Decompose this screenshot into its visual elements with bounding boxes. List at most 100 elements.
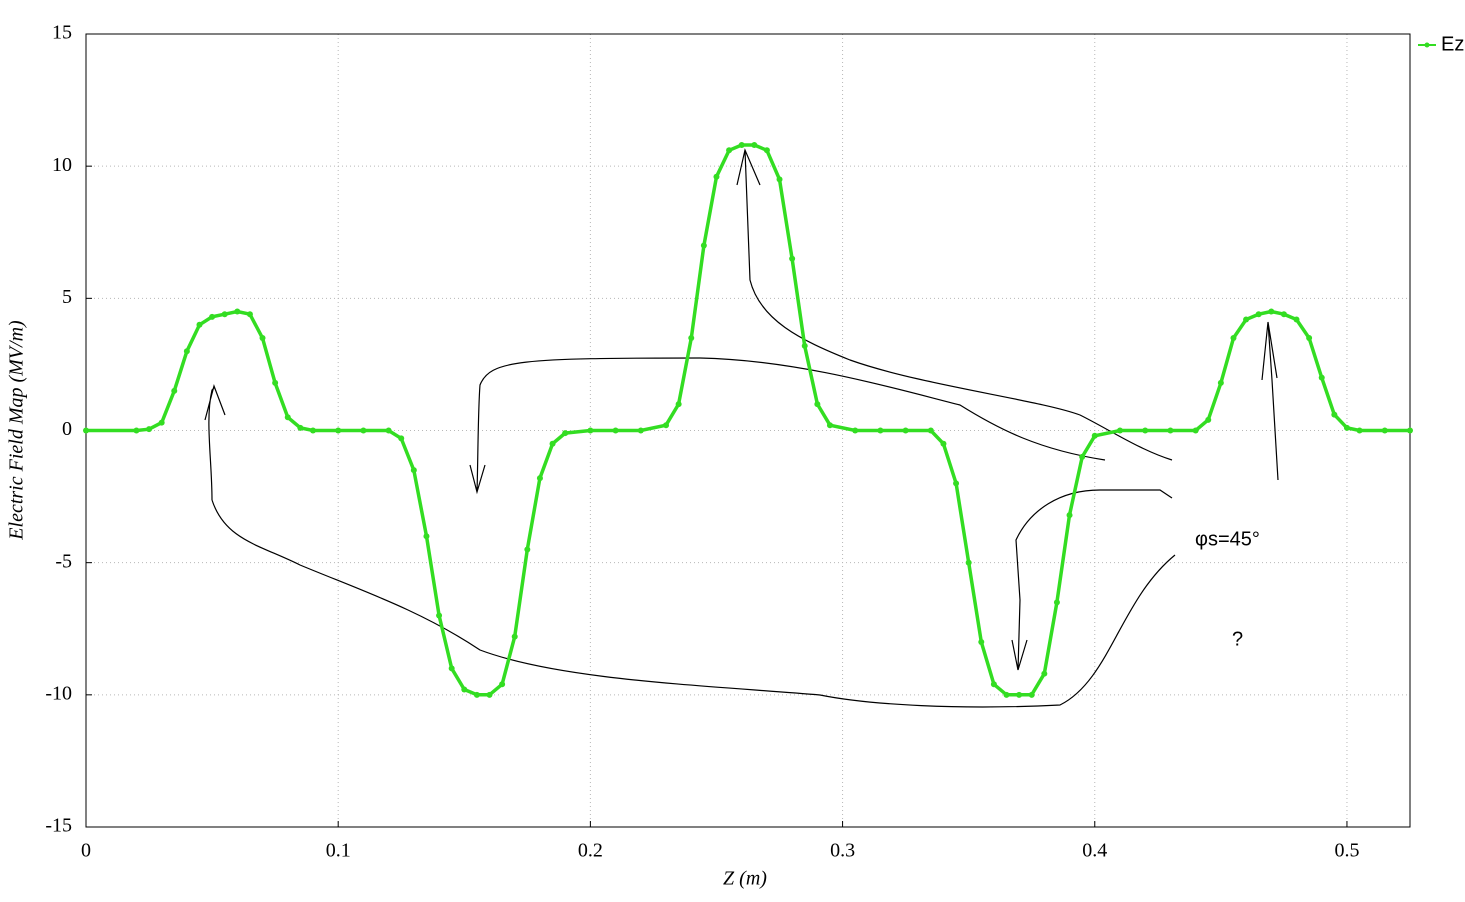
y-tick-label: -15	[45, 815, 72, 837]
arrow	[211, 499, 1176, 708]
x-tick-label: 0.2	[578, 840, 603, 862]
data-point	[1381, 427, 1388, 434]
data-point	[789, 255, 796, 262]
data-point	[826, 422, 833, 429]
y-axis-label: Electric Field Map (MV/m)	[6, 320, 28, 541]
data-point	[700, 242, 707, 249]
data-point	[1016, 691, 1023, 698]
data-point	[385, 427, 392, 434]
data-point	[284, 414, 291, 421]
data-point	[410, 467, 417, 474]
data-point	[1192, 427, 1199, 434]
data-point	[902, 427, 909, 434]
data-point	[486, 691, 493, 698]
data-point	[524, 546, 531, 553]
data-point	[1268, 308, 1275, 315]
data-point	[1116, 427, 1123, 434]
plot-frame	[85, 33, 1411, 828]
legend-label: Ez	[1441, 33, 1464, 55]
data-point	[259, 334, 266, 341]
data-point	[1293, 316, 1300, 323]
data-point	[637, 427, 644, 434]
data-point	[663, 422, 670, 429]
arrow	[469, 357, 1106, 495]
data-point	[436, 612, 443, 619]
data-point	[1167, 427, 1174, 434]
data-point	[171, 387, 178, 394]
y-tick-label: 10	[52, 154, 72, 176]
data-point	[1053, 599, 1060, 606]
data-point	[1066, 512, 1073, 519]
data-point	[83, 427, 89, 434]
data-point	[536, 475, 543, 482]
data-point	[751, 142, 758, 149]
data-point	[713, 173, 720, 180]
data-point	[1331, 411, 1338, 418]
arrow	[1011, 489, 1173, 671]
data-point	[448, 665, 455, 672]
data-point	[209, 313, 216, 320]
data-point	[1280, 311, 1287, 318]
data-point	[1407, 427, 1413, 434]
annotation: φs=45°	[1195, 528, 1260, 550]
data-point	[1230, 334, 1237, 341]
data-point	[1217, 379, 1224, 386]
data-point	[1041, 670, 1048, 677]
data-point	[738, 142, 745, 149]
data-point	[688, 334, 695, 341]
data-point	[940, 440, 947, 447]
data-point	[297, 424, 304, 431]
data-point	[158, 419, 165, 426]
data-point	[763, 147, 770, 154]
legend-marker	[1424, 42, 1430, 48]
data-point	[965, 559, 972, 566]
data-point	[133, 427, 140, 434]
data-point	[927, 427, 934, 434]
data-point	[1028, 691, 1035, 698]
data-point	[272, 379, 279, 386]
data-point	[1356, 427, 1363, 434]
data-point	[183, 348, 190, 355]
x-tick-label: 0.5	[1334, 840, 1359, 862]
data-point	[246, 311, 253, 318]
arrow	[736, 148, 1173, 461]
data-point	[1091, 432, 1098, 439]
data-point	[423, 533, 430, 540]
data-point	[562, 430, 569, 437]
data-point	[852, 427, 859, 434]
data-point	[1255, 311, 1262, 318]
data-point	[196, 321, 203, 328]
data-point	[146, 426, 153, 433]
x-tick-label: 0.3	[830, 840, 855, 862]
data-point	[675, 401, 682, 408]
y-tick-label: 15	[52, 22, 72, 44]
annotation: ?	[1232, 628, 1243, 650]
x-tick-label: 0	[81, 840, 91, 862]
data-point	[801, 342, 808, 349]
x-tick-label: 0.1	[326, 840, 351, 862]
data-point	[953, 480, 960, 487]
data-point	[335, 427, 342, 434]
data-point	[1306, 334, 1313, 341]
data-point	[814, 401, 821, 408]
data-point	[549, 440, 556, 447]
data-point	[1079, 453, 1086, 460]
data-point	[234, 308, 241, 315]
data-point	[1142, 427, 1149, 434]
data-point	[309, 427, 316, 434]
data-point	[1243, 316, 1250, 323]
data-point	[499, 681, 506, 688]
data-point	[1003, 691, 1010, 698]
arrow	[204, 384, 226, 501]
data-point	[1318, 374, 1325, 381]
data-point	[726, 147, 733, 154]
data-point	[978, 638, 985, 645]
data-point	[990, 681, 997, 688]
data-point	[877, 427, 884, 434]
data-point	[511, 633, 518, 640]
data-point	[612, 427, 619, 434]
x-tick-label: 0.4	[1082, 840, 1107, 862]
data-point	[776, 176, 783, 183]
y-tick-label: -5	[55, 550, 72, 572]
